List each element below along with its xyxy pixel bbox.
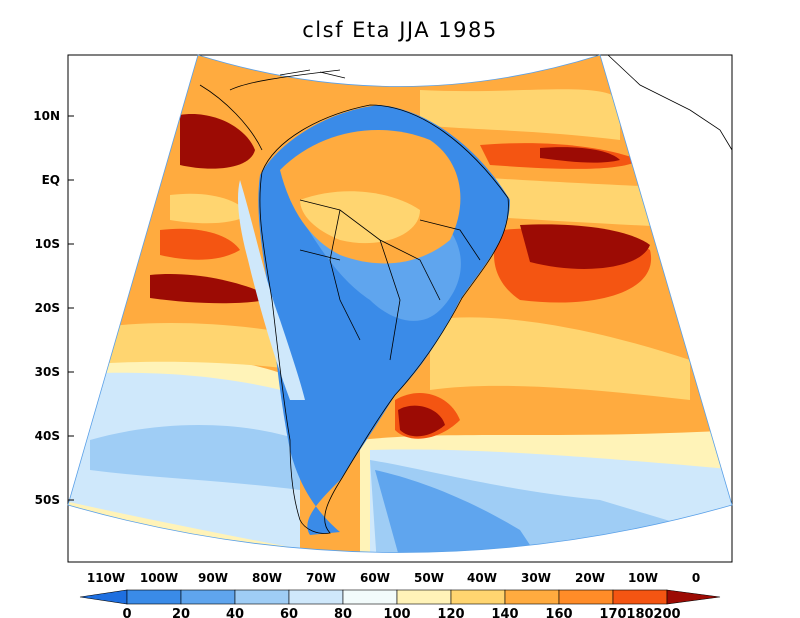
lat-label-40s: 40S bbox=[35, 429, 60, 443]
lon-label-80w: 80W bbox=[252, 571, 282, 585]
field-satl-land-blue bbox=[375, 470, 540, 553]
lon-label-60w: 60W bbox=[360, 571, 390, 585]
colorbar-label-200: 200 bbox=[653, 607, 680, 618]
coastline-layer bbox=[199, 54, 733, 534]
lat-label-10s: 10S bbox=[35, 237, 60, 251]
lat-label-50s: 50S bbox=[35, 493, 60, 507]
colorbar-swatch-2 bbox=[180, 589, 236, 605]
lon-label-10w: 10W bbox=[628, 571, 658, 585]
colorbar-label-180: 180 bbox=[626, 607, 653, 618]
field-bahia-max bbox=[398, 405, 445, 437]
field-pac-hot bbox=[160, 228, 240, 260]
colorbar-swatch-7 bbox=[450, 589, 506, 605]
field-amazon-mild bbox=[300, 191, 420, 244]
lon-label-70w: 70W bbox=[306, 571, 336, 585]
colorbar-swatch-3 bbox=[234, 589, 290, 605]
field-atl-max2 bbox=[540, 147, 620, 163]
colorbar-label-60: 60 bbox=[280, 607, 298, 618]
colorbar-swatch-10 bbox=[612, 589, 668, 605]
field-pac-max2 bbox=[150, 274, 275, 304]
field-pac-mild bbox=[170, 193, 250, 224]
lon-axis: 110W 100W 90W 80W 70W 60W 50W 40W 30W 20… bbox=[87, 571, 700, 585]
colorbar-swatch-5 bbox=[342, 589, 398, 605]
lat-label-20s: 20S bbox=[35, 301, 60, 315]
colorbar-arrow-right bbox=[666, 589, 721, 605]
lon-label-50w: 50W bbox=[414, 571, 444, 585]
coastline-caribbean bbox=[279, 69, 346, 79]
colorbar-label-80: 80 bbox=[334, 607, 352, 618]
field-satl-mild bbox=[430, 317, 690, 400]
colorbar-label-120: 120 bbox=[437, 607, 464, 618]
lon-label-30w: 30W bbox=[521, 571, 551, 585]
colorbar-swatch-9 bbox=[558, 589, 614, 605]
colorbar: 0 20 40 60 80 100 120 140 160 170 180 20… bbox=[79, 589, 721, 618]
colorbar-label-0: 0 bbox=[122, 607, 131, 618]
map-title: clsf Eta JJA 1985 bbox=[302, 18, 498, 42]
lon-label-100w: 100W bbox=[140, 571, 178, 585]
coastline-central-america bbox=[199, 69, 341, 151]
colorbar-label-140: 140 bbox=[491, 607, 518, 618]
lat-axis: 10N EQ 10S 20S 30S 40S 50S bbox=[33, 109, 74, 507]
colorbar-label-40: 40 bbox=[226, 607, 244, 618]
colorbar-swatch-6 bbox=[396, 589, 452, 605]
lon-label-40w: 40W bbox=[467, 571, 497, 585]
lon-label-110w: 110W bbox=[87, 571, 125, 585]
field-pac-mild2 bbox=[80, 323, 300, 370]
colorbar-swatch-4 bbox=[288, 589, 344, 605]
lat-label-eq: EQ bbox=[42, 173, 60, 187]
colorbar-label-170: 170 bbox=[599, 607, 626, 618]
lon-label-0: 0 bbox=[692, 571, 700, 585]
colorbar-swatch-8 bbox=[504, 589, 560, 605]
colorbar-label-100: 100 bbox=[383, 607, 410, 618]
field-pac-max bbox=[180, 114, 255, 169]
field-atl-max bbox=[520, 224, 650, 269]
field-south-cold bbox=[90, 425, 300, 490]
lon-label-90w: 90W bbox=[198, 571, 228, 585]
border-lines bbox=[299, 199, 481, 361]
coastline-africa bbox=[607, 54, 733, 151]
field-atl-mild2 bbox=[420, 89, 620, 140]
field-andes-coast bbox=[237, 180, 305, 400]
colorbar-label-20: 20 bbox=[172, 607, 190, 618]
lat-label-10n: 10N bbox=[33, 109, 60, 123]
projection-boundary bbox=[67, 54, 733, 553]
lon-label-20w: 20W bbox=[575, 571, 605, 585]
colorbar-label-160: 160 bbox=[545, 607, 572, 618]
coastline-south-america bbox=[259, 104, 509, 534]
colorbar-arrow-left bbox=[79, 589, 128, 605]
lat-label-30s: 30S bbox=[35, 365, 60, 379]
colorbar-swatch-1 bbox=[126, 589, 182, 605]
